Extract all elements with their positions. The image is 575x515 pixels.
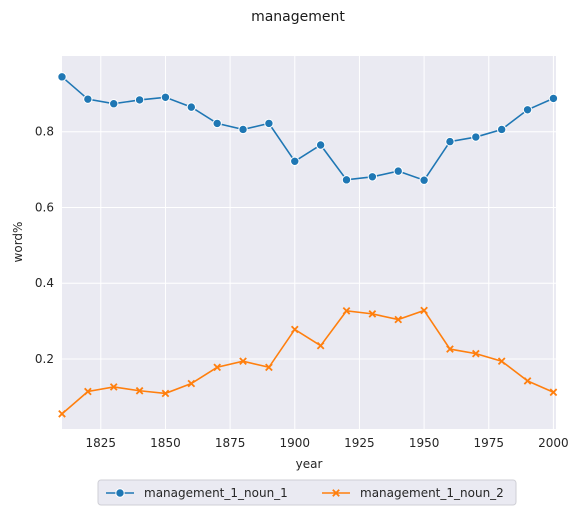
series-1-point	[445, 136, 455, 147]
legend-label: management_1_noun_2	[360, 486, 504, 500]
series-2-point	[549, 388, 558, 397]
series-1-point	[186, 102, 197, 112]
series-2-point	[109, 383, 118, 391]
series-2-point-stroke	[265, 363, 273, 372]
series-2-point-stroke	[316, 341, 325, 350]
series-1-point	[471, 132, 481, 142]
series-2-point-stroke	[523, 377, 532, 385]
x-tick-label: 1900	[280, 436, 311, 450]
plot-area	[62, 56, 556, 429]
series-2-point	[420, 306, 428, 315]
series-2-point-stroke	[497, 357, 506, 366]
series-2-point-stroke	[84, 387, 92, 396]
y-tick-label: 0.6	[35, 200, 54, 214]
legend-box	[97, 479, 517, 506]
series-2-point	[342, 307, 351, 315]
series-1-point	[522, 105, 533, 115]
series-2-point	[213, 363, 222, 372]
x-tick-label: 1975	[473, 436, 504, 450]
series-2-point-stroke	[239, 357, 247, 366]
series-1-point	[315, 140, 326, 150]
series-1-point	[341, 175, 352, 185]
series-2-point	[265, 363, 273, 372]
series-1-point	[134, 95, 145, 105]
series-2-point-stroke	[368, 310, 377, 318]
series-2-point-stroke	[549, 388, 558, 397]
series-2-point	[58, 410, 66, 418]
series-1-point	[393, 166, 403, 176]
series-2-point	[471, 349, 480, 358]
legend-item-2: management_1_noun_2	[322, 486, 504, 500]
series-1	[57, 72, 559, 185]
series-layer	[57, 72, 559, 418]
series-1-point	[496, 124, 507, 135]
x-tick-label: 1825	[86, 436, 117, 450]
series-2-point	[84, 387, 92, 396]
series-2-point-stroke	[58, 410, 66, 418]
series-2	[58, 306, 558, 418]
series-2-point	[446, 345, 454, 353]
legend-marker	[115, 488, 125, 498]
legend-marker-stroke	[332, 489, 340, 497]
series-2-point-stroke	[446, 345, 454, 353]
series-2-point	[239, 357, 247, 366]
series-2-point	[368, 310, 377, 318]
series-2-point-stroke	[290, 325, 299, 334]
series-2-point	[290, 325, 299, 334]
series-1-point	[57, 72, 67, 82]
series-1-point	[290, 156, 300, 166]
series-2-point-stroke	[109, 383, 118, 391]
x-tick-label: 1950	[409, 436, 440, 450]
series-2-point-stroke	[161, 389, 170, 398]
series-1-point	[212, 118, 222, 129]
legend: management_1_noun_1 management_1_noun_2	[97, 479, 517, 506]
series-2-point	[394, 315, 403, 324]
series-2-point	[316, 341, 325, 350]
series-2-point	[187, 379, 196, 388]
x-tick-label: 2000	[538, 436, 569, 450]
series-2-point	[135, 386, 144, 395]
x-tick-label: 1925	[344, 436, 375, 450]
y-axis-ticks: 0.2 0.4 0.6 0.8	[35, 125, 54, 366]
legend-item-1: management_1_noun_1	[106, 486, 288, 500]
series-2-point-stroke	[187, 379, 196, 388]
y-axis-label: word%	[11, 222, 25, 263]
series-1-point	[83, 94, 93, 104]
series-2-point-stroke	[394, 315, 403, 324]
series-1-point	[238, 124, 248, 135]
legend-label: management_1_noun_1	[144, 486, 288, 500]
x-tick-label: 1875	[215, 436, 246, 450]
series-2-line	[61, 309, 554, 415]
series-1-point	[109, 99, 119, 109]
series-2-point-stroke	[213, 363, 222, 372]
series-2-point-stroke	[135, 386, 144, 395]
series-2-point-stroke	[342, 307, 351, 315]
series-2-point	[497, 357, 506, 366]
chart-title: management	[251, 9, 345, 25]
series-2-point	[523, 377, 532, 385]
y-tick-label: 0.2	[35, 352, 54, 366]
legend-marker	[332, 489, 340, 497]
series-2-point-stroke	[420, 306, 428, 315]
series-1-point	[548, 93, 559, 104]
x-axis-ticks: 1825 1850 1875 1900 1925 1950 1975 2000	[86, 436, 569, 450]
series-1-point	[419, 175, 429, 185]
x-grid	[100, 56, 554, 429]
x-axis-label: year	[296, 457, 323, 471]
series-2-point	[161, 389, 170, 398]
y-grid	[62, 131, 556, 360]
x-tick-label: 1850	[150, 436, 181, 450]
y-tick-label: 0.8	[35, 125, 54, 139]
series-1-point	[160, 92, 171, 102]
y-tick-label: 0.4	[35, 276, 54, 290]
series-1-point	[367, 172, 378, 182]
series-1-point	[264, 118, 274, 129]
series-2-point-stroke	[471, 349, 480, 358]
